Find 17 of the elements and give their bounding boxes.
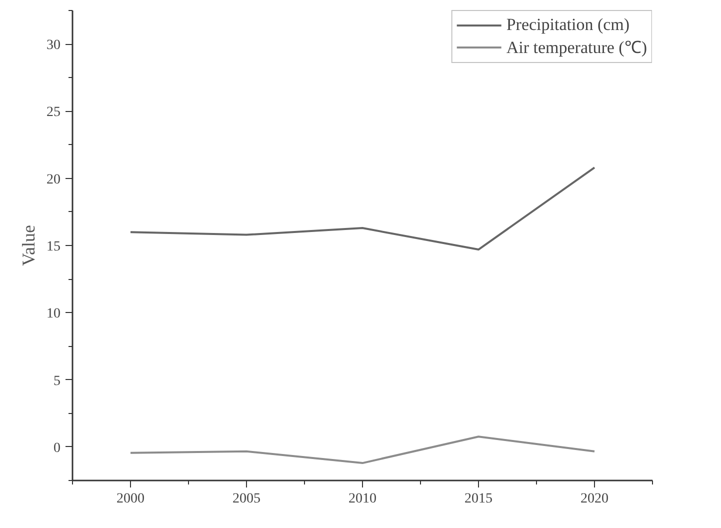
x-tick-label: 2005 bbox=[232, 492, 260, 506]
line-series bbox=[130, 436, 596, 464]
legend-label: Precipitation (cm) bbox=[506, 15, 630, 35]
x-tick-label: 2010 bbox=[348, 492, 376, 506]
x-tick-label: 2015 bbox=[464, 492, 492, 506]
y-tick-label: 10 bbox=[46, 306, 60, 322]
y-tick-label: 25 bbox=[46, 105, 60, 120]
y-tick-label: 30 bbox=[46, 38, 60, 54]
y-tick-label: 15 bbox=[46, 240, 60, 254]
y-tick-label: 5 bbox=[54, 374, 60, 389]
x-tick-label: 2000 bbox=[116, 492, 144, 506]
y-axis-title: Value bbox=[18, 225, 38, 266]
line-series bbox=[130, 166, 596, 251]
x-tick-label: 2020 bbox=[580, 492, 608, 506]
y-tick-label: 0 bbox=[54, 440, 60, 456]
legend-label: Air temperature (℃) bbox=[506, 37, 647, 58]
y-tick-label: 20 bbox=[46, 172, 60, 188]
